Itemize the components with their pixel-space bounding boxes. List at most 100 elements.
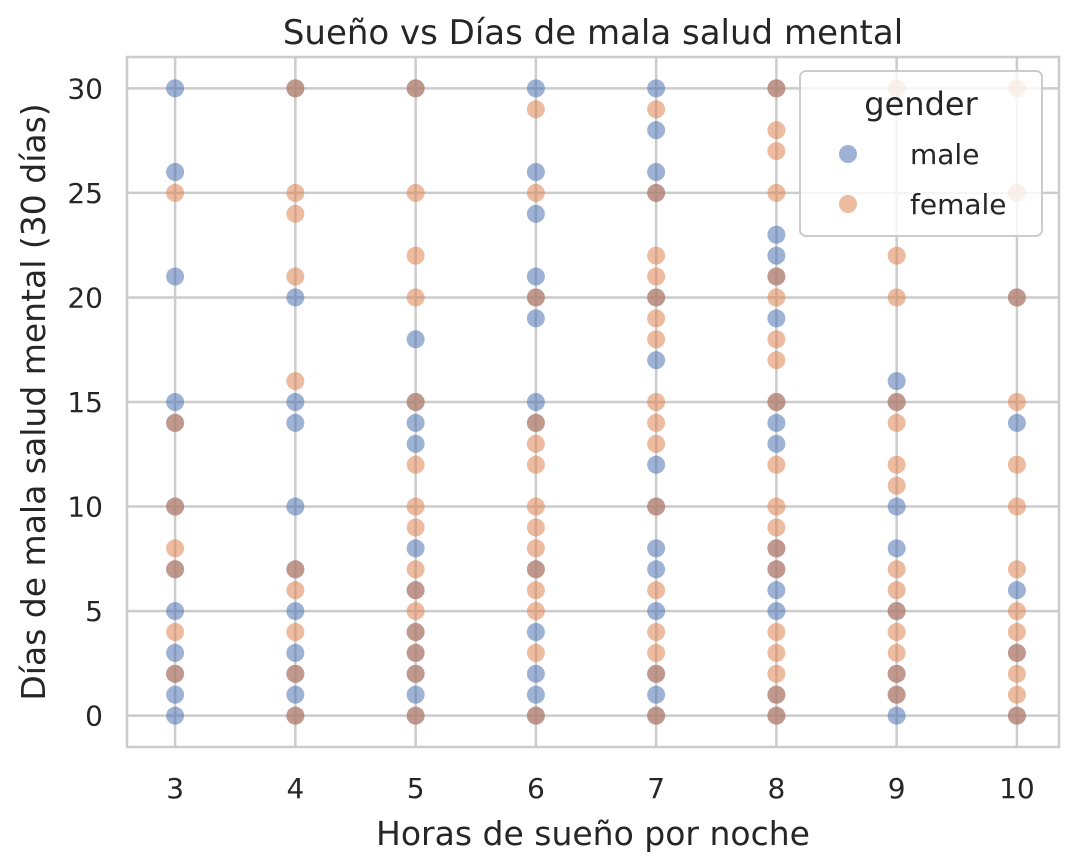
data-point-male: [647, 560, 666, 579]
data-point-female: [887, 476, 906, 495]
data-point-male: [526, 623, 545, 641]
data-point-female: [406, 455, 425, 474]
data-point-female: [1007, 393, 1026, 411]
data-point-female: [406, 288, 425, 307]
data-point-female: [767, 664, 786, 683]
legend-marker-male: [839, 145, 857, 163]
data-point-female: [526, 581, 545, 600]
data-point-female: [286, 79, 305, 98]
data-point-female: [526, 183, 545, 202]
data-point-male: [406, 434, 425, 453]
data-point-male: [647, 121, 666, 140]
data-point-male: [526, 204, 545, 223]
y-tick-label: 15: [67, 386, 103, 419]
data-point-male: [647, 79, 666, 98]
data-point-female: [887, 685, 906, 704]
data-point-female: [1007, 455, 1026, 474]
data-point-female: [647, 183, 666, 202]
data-point-male: [286, 685, 305, 704]
data-point-female: [887, 643, 906, 662]
data-point-female: [887, 393, 906, 411]
data-point-female: [767, 643, 786, 662]
data-point-female: [887, 664, 906, 683]
plot-frame: [125, 55, 1061, 749]
data-point-male: [767, 581, 786, 600]
data-point-female: [286, 204, 305, 223]
data-point-female: [767, 685, 786, 704]
data-point-female: [647, 100, 666, 119]
data-point-female: [647, 643, 666, 662]
data-point-female: [526, 602, 545, 621]
data-point-male: [286, 393, 305, 411]
data-point-female: [767, 183, 786, 202]
data-point-female: [767, 330, 786, 349]
data-point-male: [166, 79, 185, 98]
y-tick-label: 0: [85, 700, 103, 733]
data-point-female: [526, 643, 545, 662]
y-axis-label: Días de mala salud mental (30 días): [14, 103, 53, 700]
x-tick-label: 8: [767, 772, 785, 805]
data-point-female: [526, 706, 545, 725]
data-point-female: [406, 183, 425, 202]
data-point-female: [166, 664, 185, 683]
data-point-male: [286, 602, 305, 621]
data-point-female: [166, 497, 185, 516]
data-point-female: [887, 246, 906, 265]
data-point-female: [406, 246, 425, 265]
data-point-female: [647, 664, 666, 683]
data-point-female: [526, 497, 545, 516]
data-point-female: [406, 393, 425, 411]
legend-title: gender: [864, 85, 978, 123]
data-point-female: [166, 560, 185, 579]
data-point-female: [1007, 623, 1026, 641]
data-point-female: [286, 623, 305, 641]
data-point-female: [406, 518, 425, 537]
data-point-male: [406, 539, 425, 558]
data-points: [166, 79, 1026, 725]
x-tick-label: 3: [166, 772, 184, 805]
data-point-female: [406, 497, 425, 516]
data-point-female: [767, 351, 786, 370]
legend: gender male female: [799, 70, 1043, 237]
data-point-male: [286, 288, 305, 307]
data-point-female: [1007, 497, 1026, 516]
data-point-female: [1007, 602, 1026, 621]
data-point-female: [767, 706, 786, 725]
data-point-male: [286, 497, 305, 516]
data-point-female: [887, 602, 906, 621]
data-point-female: [767, 623, 786, 641]
data-point-female: [286, 372, 305, 391]
data-point-female: [887, 455, 906, 474]
data-point-male: [526, 309, 545, 328]
legend-marker-female: [839, 195, 857, 213]
data-point-male: [166, 267, 185, 286]
data-point-female: [406, 79, 425, 98]
data-point-female: [647, 246, 666, 265]
data-point-female: [647, 413, 666, 432]
data-point-female: [1007, 685, 1026, 704]
data-point-female: [286, 183, 305, 202]
data-point-female: [1007, 288, 1026, 307]
x-tick-label: 9: [888, 772, 906, 805]
data-point-female: [647, 330, 666, 349]
data-point-female: [406, 602, 425, 621]
data-point-female: [1007, 643, 1026, 662]
data-point-female: [767, 121, 786, 140]
data-point-female: [647, 309, 666, 328]
data-point-female: [1007, 664, 1026, 683]
y-tick-label: 20: [67, 281, 103, 314]
data-point-female: [166, 539, 185, 558]
data-point-female: [406, 581, 425, 600]
data-point-female: [647, 434, 666, 453]
data-point-male: [647, 163, 666, 181]
data-point-male: [286, 413, 305, 432]
data-point-female: [887, 413, 906, 432]
data-point-female: [767, 142, 786, 161]
data-point-female: [767, 267, 786, 286]
chart-title: Sueño vs Días de mala salud mental: [283, 13, 903, 53]
data-point-female: [166, 413, 185, 432]
data-point-male: [406, 685, 425, 704]
data-point-female: [647, 623, 666, 641]
data-point-male: [166, 685, 185, 704]
